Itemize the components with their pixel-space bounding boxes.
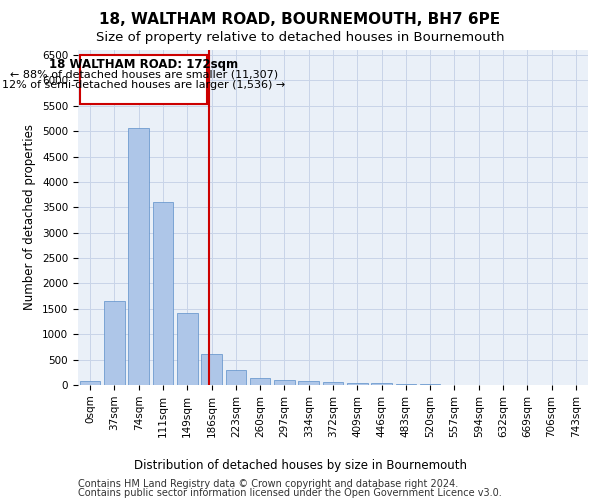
- FancyBboxPatch shape: [80, 55, 208, 104]
- Text: Distribution of detached houses by size in Bournemouth: Distribution of detached houses by size …: [133, 460, 467, 472]
- Text: 18 WALTHAM ROAD: 172sqm: 18 WALTHAM ROAD: 172sqm: [49, 58, 238, 71]
- Bar: [274, 380, 295, 385]
- Bar: [250, 378, 271, 385]
- Text: Contains public sector information licensed under the Open Government Licence v3: Contains public sector information licen…: [78, 488, 502, 498]
- Bar: [347, 383, 368, 385]
- Bar: [395, 384, 416, 385]
- Bar: [104, 301, 125, 385]
- Bar: [201, 354, 222, 385]
- Text: ← 88% of detached houses are smaller (11,307): ← 88% of detached houses are smaller (11…: [10, 70, 278, 80]
- Bar: [371, 384, 392, 385]
- Bar: [420, 384, 440, 385]
- Text: Size of property relative to detached houses in Bournemouth: Size of property relative to detached ho…: [96, 31, 504, 44]
- Bar: [226, 370, 246, 385]
- Bar: [128, 128, 149, 385]
- Bar: [80, 381, 100, 385]
- Bar: [152, 202, 173, 385]
- Bar: [323, 382, 343, 385]
- Text: 12% of semi-detached houses are larger (1,536) →: 12% of semi-detached houses are larger (…: [2, 80, 286, 90]
- Text: Contains HM Land Registry data © Crown copyright and database right 2024.: Contains HM Land Registry data © Crown c…: [78, 479, 458, 489]
- Bar: [177, 314, 197, 385]
- Text: 18, WALTHAM ROAD, BOURNEMOUTH, BH7 6PE: 18, WALTHAM ROAD, BOURNEMOUTH, BH7 6PE: [100, 12, 500, 28]
- Bar: [298, 381, 319, 385]
- Y-axis label: Number of detached properties: Number of detached properties: [23, 124, 37, 310]
